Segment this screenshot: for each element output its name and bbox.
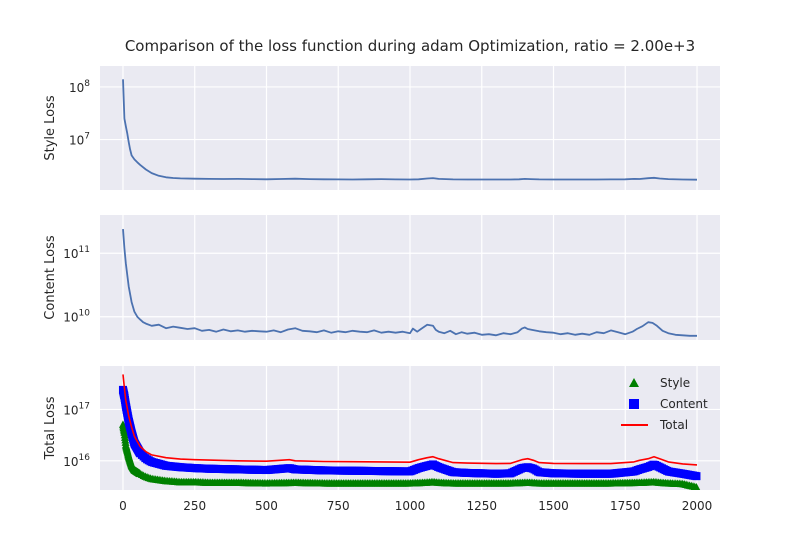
- legend-item-content: Content: [629, 397, 708, 411]
- x-tick-label: 1750: [610, 499, 641, 513]
- series-group: [122, 79, 698, 181]
- loss-series-line: [122, 229, 697, 337]
- y-axis-label: Total Loss: [43, 396, 58, 460]
- x-axis: 0 250 500 750 1000 1250 1500 1750 2000: [119, 499, 712, 513]
- series-group: [122, 229, 697, 337]
- x-tick-label: 1500: [538, 499, 569, 513]
- x-tick-label: 1250: [466, 499, 497, 513]
- total-series-line: [122, 374, 698, 466]
- x-tick-label: 250: [183, 499, 206, 513]
- content-marker: [692, 472, 701, 481]
- x-tick-label: 500: [255, 499, 278, 513]
- legend-style-marker: [629, 378, 639, 387]
- legend-item-style: Style: [629, 376, 690, 390]
- series-group: [118, 374, 701, 490]
- style-marker: [692, 483, 701, 490]
- panels: 107 108 Style Loss 1010 1011 Content Loss 1016…: [43, 66, 720, 490]
- loss-series-line: [122, 79, 698, 181]
- y-axis-label: Content Loss: [43, 235, 58, 320]
- y-tick-label: 1016: [63, 453, 90, 469]
- y-tick-label: 1010: [63, 309, 90, 325]
- y-tick-label: 1011: [63, 245, 90, 261]
- y-tick-label: 107: [69, 132, 90, 148]
- legend-label: Style: [660, 376, 690, 390]
- panel-style-loss: 107 108 Style Loss: [43, 66, 720, 190]
- x-tick-label: 0: [119, 499, 127, 513]
- x-tick-label: 1000: [395, 499, 426, 513]
- legend-label: Content: [660, 397, 708, 411]
- legend-content-marker: [629, 399, 639, 409]
- legend: Style Content Total: [621, 376, 708, 432]
- panel-total-loss: 1016 1017 Total Loss: [43, 366, 720, 490]
- y-tick-label: 108: [69, 79, 90, 95]
- y-axis-label: Style Loss: [43, 95, 58, 161]
- style-series: [118, 420, 701, 490]
- legend-label: Total: [659, 418, 688, 432]
- x-tick-label: 750: [327, 499, 350, 513]
- chart-title: Comparison of the loss function during a…: [125, 37, 695, 55]
- panel-content-loss: 1010 1011 Content Loss: [43, 215, 720, 340]
- x-tick-label: 2000: [682, 499, 713, 513]
- y-tick-label: 1017: [63, 401, 90, 417]
- legend-item-total: Total: [621, 418, 688, 432]
